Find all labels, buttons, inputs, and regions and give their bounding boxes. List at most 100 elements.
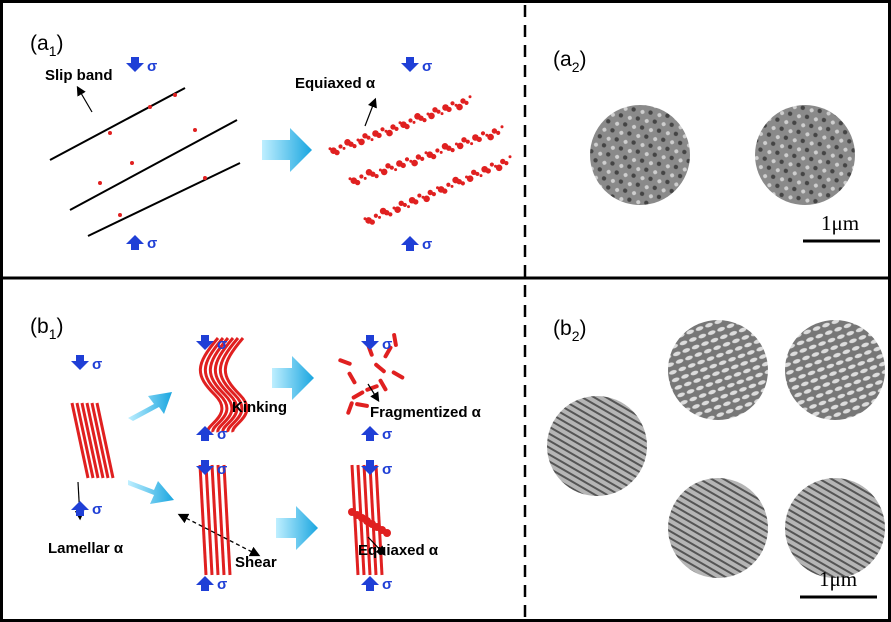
- grain: [334, 150, 339, 155]
- panel-label: (a2): [553, 48, 586, 75]
- grain: [464, 101, 468, 105]
- grain: [446, 183, 450, 187]
- micrograph: [668, 478, 768, 578]
- grain: [413, 121, 416, 124]
- panel-label-close: ): [56, 315, 63, 338]
- grain: [477, 137, 482, 142]
- grain: [423, 196, 430, 203]
- label: Slip band: [45, 67, 113, 84]
- process-arrow: [128, 480, 174, 504]
- micrograph: [590, 105, 690, 205]
- panel-label-close: ): [579, 48, 586, 71]
- panel-label-main: (b: [30, 315, 49, 338]
- equiaxed-bands: [329, 95, 512, 225]
- grain: [467, 175, 474, 182]
- fragment: [373, 362, 386, 374]
- fragment: [351, 390, 365, 400]
- scale-bar-label: 1μm: [821, 211, 859, 235]
- grain: [386, 130, 393, 137]
- panel-label-sub: 1: [49, 43, 57, 59]
- grain: [450, 101, 454, 105]
- panel-label: (b2): [553, 317, 586, 344]
- sheared-lamella: [212, 465, 218, 575]
- stress-label: σ: [382, 576, 392, 593]
- fragment: [392, 333, 398, 347]
- grain: [417, 193, 421, 197]
- panel-label-main: (b: [553, 317, 572, 340]
- grain: [408, 118, 412, 122]
- grain: [411, 160, 418, 167]
- grain: [457, 143, 464, 150]
- grain: [394, 127, 398, 131]
- fragment: [347, 371, 357, 385]
- process-arrow: [128, 392, 172, 421]
- label: Kinking: [232, 399, 287, 416]
- stress-arrow: [361, 335, 379, 350]
- stress-arrow: [196, 426, 214, 441]
- stress-arrow: [401, 236, 419, 251]
- grain: [338, 144, 342, 148]
- stress-label: σ: [92, 501, 102, 518]
- panel-label-sub: 2: [572, 59, 580, 75]
- grain: [435, 148, 439, 152]
- grain: [442, 188, 447, 193]
- grain: [383, 529, 391, 537]
- grain: [380, 127, 384, 131]
- grain: [366, 136, 370, 140]
- grain: [343, 147, 346, 150]
- sheared-lamella: [200, 465, 206, 575]
- grain: [422, 118, 426, 122]
- grain: [352, 144, 356, 148]
- grain: [451, 185, 454, 188]
- process-arrow: [272, 356, 314, 400]
- grain: [481, 131, 485, 135]
- stress-label: σ: [422, 236, 432, 253]
- grain: [378, 216, 381, 219]
- stress-label: σ: [382, 426, 392, 443]
- slip-bands: [50, 88, 240, 236]
- grain: [364, 177, 367, 180]
- panel-label-sub: 1: [49, 326, 57, 342]
- pointer: [78, 88, 92, 112]
- grain: [432, 192, 436, 196]
- micrograph: [755, 105, 855, 205]
- grain: [428, 113, 435, 120]
- stress-label: σ: [92, 356, 102, 373]
- grain: [436, 110, 440, 114]
- grain: [420, 157, 424, 161]
- grain: [456, 104, 463, 111]
- stress-label: σ: [217, 461, 227, 478]
- grain: [370, 219, 375, 224]
- stress-arrow: [361, 426, 379, 441]
- grain: [401, 163, 406, 168]
- grain: [496, 131, 500, 135]
- grain: [403, 203, 407, 207]
- grain: [504, 161, 508, 165]
- stress-arrow: [71, 355, 89, 370]
- grain: [490, 162, 494, 166]
- stress-arrow: [361, 576, 379, 591]
- fragment: [338, 358, 353, 367]
- stress-label: σ: [217, 576, 227, 593]
- lamellae: [72, 333, 405, 575]
- panel-label: (b1): [30, 315, 63, 342]
- grain: [441, 112, 444, 115]
- stress-label: σ: [382, 336, 392, 353]
- panel-label-main: (a: [30, 32, 49, 55]
- grain: [431, 154, 436, 159]
- grain: [486, 168, 491, 173]
- stress-label: σ: [147, 58, 157, 75]
- stress-label: σ: [217, 426, 227, 443]
- micrograph: [668, 320, 768, 420]
- stress-arrow: [126, 57, 144, 72]
- grain: [388, 212, 392, 216]
- process-arrow: [276, 506, 318, 550]
- label: Equiaxed α: [295, 75, 376, 92]
- stress-label: σ: [422, 58, 432, 75]
- grain: [359, 174, 363, 178]
- panel-label-main: (a: [553, 48, 572, 71]
- grain: [371, 138, 374, 141]
- grain: [381, 169, 388, 176]
- grain: [470, 142, 473, 145]
- grain: [375, 174, 379, 178]
